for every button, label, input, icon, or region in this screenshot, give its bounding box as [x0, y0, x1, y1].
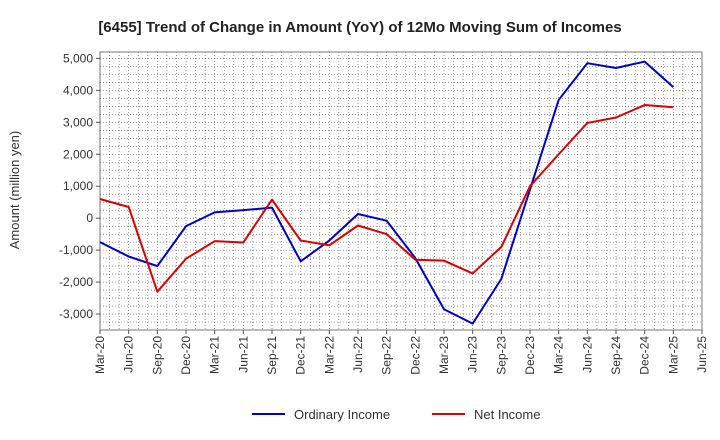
x-tick-label: Sep-23: [494, 336, 508, 375]
y-tick-label: 5,000: [63, 51, 93, 65]
y-tick-label: -2,000: [59, 275, 93, 289]
x-tick-label: Sep-20: [150, 336, 164, 375]
x-tick-label: Mar-24: [552, 336, 566, 374]
y-axis-label: Amount (million yen): [7, 131, 22, 250]
x-tick-label: Dec-20: [179, 336, 193, 375]
x-tick-label: Sep-22: [380, 336, 394, 375]
x-tick-label: Jun-21: [236, 336, 250, 373]
series-line-ordinary-income: [99, 60, 674, 325]
x-tick-label: Jun-24: [580, 336, 594, 373]
legend-label: Net Income: [474, 407, 540, 422]
x-tick-label: Mar-21: [208, 336, 222, 374]
y-tick-label: 4,000: [63, 83, 93, 97]
series-group: [99, 60, 674, 325]
x-tick-label: Dec-22: [408, 336, 422, 375]
chart-title: [6455] Trend of Change in Amount (YoY) o…: [98, 19, 621, 36]
legend: Ordinary Income Net Income: [252, 407, 540, 422]
y-tick-label: -1,000: [59, 243, 93, 257]
y-tick-label: -3,000: [59, 307, 93, 321]
x-tick-label: Mar-25: [666, 336, 680, 374]
x-axis: Mar-20 Jun-20 Sep-20 Dec-20 Mar-21 Jun-21 Sep-…: [93, 330, 709, 375]
plot-area: [99, 51, 703, 331]
x-tick-label: Jun-22: [351, 336, 365, 373]
legend-label: Ordinary Income: [294, 407, 390, 422]
y-tick-label: 2,000: [63, 147, 93, 161]
x-tick-label: Mar-23: [437, 336, 451, 374]
x-tick-label: Sep-21: [265, 336, 279, 375]
x-tick-label: Dec-21: [294, 336, 308, 375]
x-tick-label: Mar-22: [322, 336, 336, 374]
y-tick-label: 3,000: [63, 115, 93, 129]
y-tick-label: 1,000: [63, 179, 93, 193]
y-tick-label: 0: [86, 211, 93, 225]
x-tick-label: Jun-25: [695, 336, 709, 373]
series-line-net-income: [99, 104, 674, 293]
grid-lines: [100, 52, 702, 330]
y-axis: 5,000 4,000 3,000 2,000 1,000 0 -1,000 -2,000 -3…: [59, 51, 100, 321]
x-tick-label: Dec-24: [638, 336, 652, 375]
x-tick-label: Jun-20: [122, 336, 136, 373]
x-tick-label: Dec-23: [523, 336, 537, 375]
x-tick-label: Mar-20: [93, 336, 107, 374]
x-tick-label: Jun-23: [466, 336, 480, 373]
x-tick-label: Sep-24: [609, 336, 623, 375]
